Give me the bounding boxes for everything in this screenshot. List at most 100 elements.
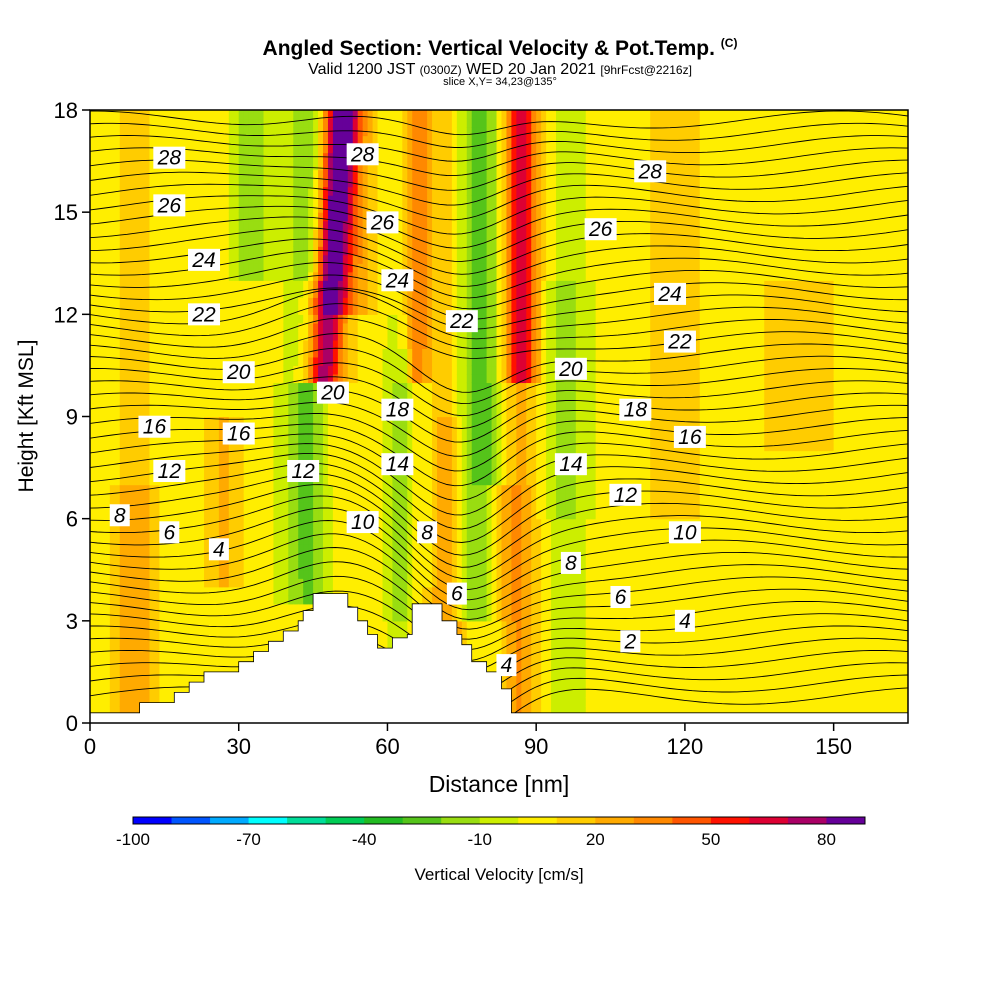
isentrope-line — [90, 443, 908, 516]
y-axis: 0 3 6 9 12 15 18 — [54, 98, 90, 736]
contour-label: 16 — [138, 415, 171, 439]
contour-label: 24 — [381, 269, 414, 292]
isentrope-line — [90, 147, 908, 177]
isentrope-line — [90, 401, 908, 457]
contour-label: 26 — [584, 218, 617, 241]
colorbar-swatch — [672, 817, 712, 824]
contour-label: 24 — [188, 248, 221, 272]
x-tick-label: 0 — [84, 734, 96, 759]
x-axis: 0 30 60 90 120 150 — [84, 723, 852, 759]
isentrope-line — [90, 452, 908, 530]
colorbar-swatch — [287, 817, 327, 824]
isentrope-line — [90, 561, 908, 630]
chart-title: Angled Section: Vertical Velocity & Pot.… — [0, 36, 1000, 61]
isentrope-line — [90, 171, 908, 206]
contour-label: 28 — [346, 143, 379, 166]
colorbar-tick-label: -70 — [236, 830, 261, 849]
x-tick-label: 120 — [667, 734, 704, 759]
isentrope-line — [90, 205, 908, 249]
x-tick-label: 90 — [524, 734, 548, 759]
valid-date: WED 20 Jan 2021 — [466, 61, 596, 78]
isentrope-line — [90, 274, 908, 320]
colorbar-label: Vertical Velocity [cm/s] — [414, 865, 583, 884]
y-tick-label: 3 — [66, 609, 78, 634]
contour-label: 16 — [222, 422, 255, 446]
isentrope-line — [90, 333, 908, 393]
x-tick-label: 60 — [375, 734, 399, 759]
colorbar-swatch — [518, 817, 558, 824]
colorbar-swatch — [441, 817, 481, 824]
isentrope-line — [90, 590, 908, 651]
contour-label: 14 — [554, 453, 587, 476]
contour-label: 12 — [609, 483, 642, 507]
contour-label: 12 — [287, 459, 320, 483]
isentrope-line — [90, 317, 908, 359]
y-tick-label: 15 — [54, 200, 78, 225]
isentrope-line — [90, 389, 908, 443]
title-units-tag: (C) — [720, 36, 738, 50]
contour-label: 10 — [668, 521, 701, 544]
contour-label: 24 — [654, 282, 687, 306]
contour-label: 16 — [673, 425, 706, 449]
isentrope-line — [90, 159, 908, 191]
contour-label: 22 — [663, 330, 696, 354]
terrain-profile — [90, 593, 908, 723]
contour-label: 4 — [208, 538, 229, 561]
contour-label: 14 — [381, 453, 414, 476]
colorbar: -100 -70 -40 -10 20 50 80 — [116, 816, 866, 849]
contour-label: 18 — [619, 398, 652, 422]
isentrope-line — [90, 575, 908, 640]
contour-label: 20 — [316, 381, 349, 405]
isentrope-line — [90, 289, 908, 340]
terrain — [90, 593, 908, 723]
isentrope-line — [90, 122, 908, 148]
colorbar-tick-label: -10 — [467, 830, 492, 849]
contour-label: 6 — [446, 582, 467, 606]
isentrope-line — [90, 195, 908, 235]
contour-label: 6 — [610, 585, 631, 609]
title-main: Angled Section: Vertical Velocity & Pot.… — [262, 37, 715, 60]
y-tick-label: 6 — [66, 507, 78, 532]
colorbar-swatch — [210, 817, 250, 824]
isentrope-line — [90, 216, 908, 262]
contour-label: 4 — [674, 609, 695, 633]
slice-info: slice X,Y= 34,23@135° — [443, 76, 557, 88]
colorbar-swatch — [710, 817, 750, 824]
colorbar-swatch — [556, 817, 596, 824]
contour-label: 2 — [620, 630, 641, 653]
x-tick-label: 150 — [815, 734, 852, 759]
contour-label: 28 — [153, 146, 186, 170]
chart-subtitle: Valid 1200 JST (0300Z) WED 20 Jan 2021 [… — [0, 61, 1000, 79]
contour-label: 28 — [634, 160, 667, 183]
colorbar-swatch — [364, 817, 404, 824]
contour-label: 22 — [188, 303, 221, 326]
colorbar-swatch — [826, 817, 866, 824]
forecast-tag: [9hrFcst@2216z] — [600, 63, 692, 77]
valid-time: Valid 1200 JST — [308, 61, 416, 78]
contour-label: 26 — [153, 194, 186, 217]
valid-zulu: (0300Z) — [419, 63, 462, 77]
colorbar-swatch — [595, 817, 635, 824]
isentrope-line — [90, 507, 908, 590]
colorbar-swatch — [133, 817, 173, 824]
isentrope-line — [90, 473, 908, 556]
isentrope-line — [90, 287, 908, 330]
contour-label: 18 — [381, 398, 414, 422]
colorbar-swatch — [479, 817, 519, 824]
contour-label: 22 — [445, 310, 478, 333]
isentrope-line — [90, 135, 908, 162]
colorbar-swatch — [633, 817, 673, 824]
isentrope-line — [90, 413, 908, 472]
colorbar-swatch — [787, 817, 827, 824]
x-axis-label: Distance [nm] — [429, 771, 570, 797]
colorbar-swatch — [402, 817, 442, 824]
contour-label: 12 — [153, 459, 186, 483]
contour-label: 4 — [496, 654, 517, 677]
colorbar-swatch — [171, 817, 211, 824]
contour-label: 26 — [366, 211, 399, 234]
contour-label: 8 — [109, 504, 130, 527]
y-tick-label: 18 — [54, 98, 78, 123]
isentrope-line — [90, 303, 908, 349]
